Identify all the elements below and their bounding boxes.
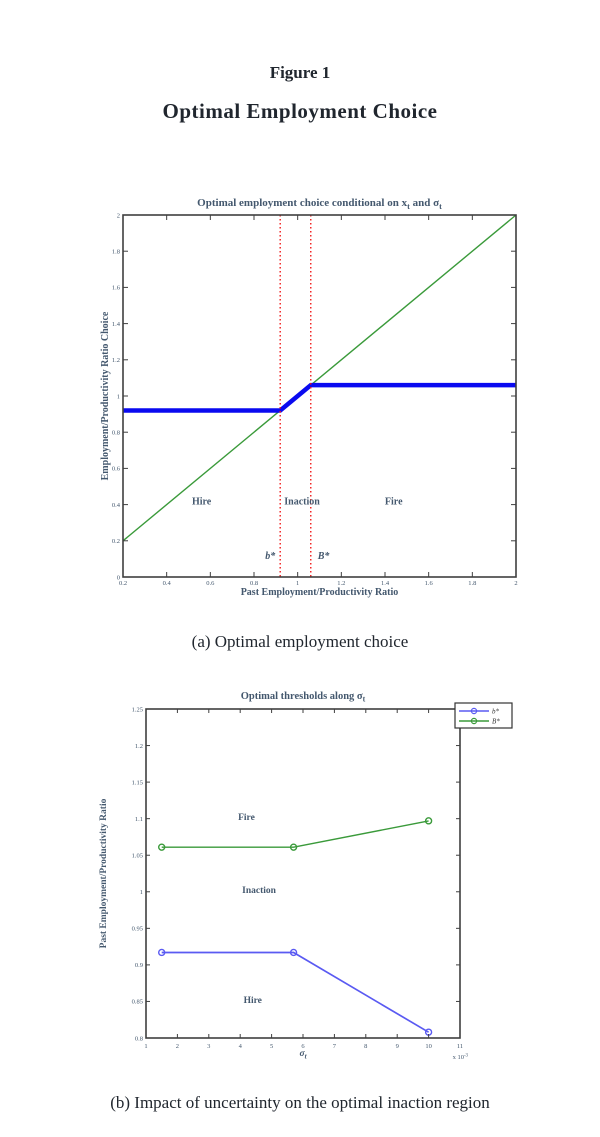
x-tick-label: 10 [425, 1043, 432, 1050]
y-tick-label: 1.2 [135, 743, 143, 750]
series-line-optimal-employment-choice [123, 382, 516, 413]
y-tick-label: 1.4 [112, 321, 121, 328]
x-tick-label: 6 [301, 1043, 305, 1050]
y-tick-label: 2 [117, 212, 120, 219]
plot-box [145, 708, 461, 1039]
y-tick-label: 0 [117, 574, 120, 581]
series-line-45-degree-line [122, 214, 517, 542]
y-tick-label: 0.6 [112, 466, 121, 473]
y-tick-label: 1.1 [135, 816, 143, 823]
x-tick-label: 11 [457, 1043, 463, 1050]
legend-marker [470, 717, 478, 725]
x-tick-label: 1 [144, 1043, 147, 1050]
y-tick-label: 1 [117, 393, 120, 400]
y-tick-label: 1 [140, 889, 143, 896]
y-tick-label: 1.25 [132, 706, 143, 713]
y-axis-label: Employment/Productivity Ratio Choice [100, 311, 111, 480]
x-tick-label: 5 [270, 1043, 273, 1050]
figure-title: Optimal Employment Choice [162, 99, 438, 123]
region-label: Fire [385, 497, 403, 508]
y-tick-label: 0.95 [132, 926, 143, 933]
y-tick-label: 0.85 [132, 999, 143, 1006]
x-tick-label: 1.6 [425, 580, 434, 587]
y-axis-label: Past Employment/Productivity Ratio [99, 798, 109, 948]
x-tick-label: 0.6 [206, 580, 215, 587]
x-tick-label: 2 [514, 580, 517, 587]
legend-marker [470, 707, 478, 715]
x-tick-label: 0.4 [163, 580, 172, 587]
axis-scale-note: x 10-3 [453, 1053, 469, 1061]
x-tick-label: 1.8 [468, 580, 476, 587]
caption-panel-b: (b) Impact of uncertainty on the optimal… [110, 1093, 490, 1112]
x-tick-label: 1.4 [381, 580, 390, 587]
x-tick-label: 8 [364, 1043, 367, 1050]
y-tick-label: 0.8 [135, 1035, 143, 1042]
series-marker [289, 843, 298, 851]
region-label: Inaction [284, 497, 320, 508]
series-line-b- [161, 951, 430, 1033]
series-marker [157, 948, 166, 957]
x-tick-label: 2 [176, 1043, 179, 1050]
chart-title: Optimal employment choice conditional on… [197, 197, 442, 211]
x-tick-label: 0.2 [119, 580, 127, 587]
legend-label: b* [492, 708, 500, 716]
chart-panel-b: Fire Inaction Hire 1 2 3 4 5 6 7 8 9 10 11 0.8 0.85 0.9 0… [99, 691, 513, 1061]
chart-panel-a: b* B* Hire Inaction Fire 0.2 0.4 0.6 0.8 1 1.2 1.4 1… [100, 197, 518, 598]
caption-panel-a: (a) Optimal employment choice [191, 632, 409, 651]
x-tick-label: 3 [207, 1043, 210, 1050]
y-tick-label: 1.15 [132, 779, 143, 786]
x-axis-label: σt [299, 1049, 307, 1060]
x-tick-label: 9 [396, 1043, 399, 1050]
x-tick-label: 4 [239, 1043, 243, 1050]
y-tick-label: 1.05 [132, 853, 143, 860]
y-tick-label: 1.8 [112, 249, 120, 256]
chart-title: Optimal thresholds along σt [241, 691, 366, 704]
legend-label: B* [492, 718, 500, 726]
region-label: Fire [238, 813, 255, 823]
region-label: Hire [192, 497, 212, 508]
x-axis-label: Past Employment/Productivity Ratio [241, 587, 399, 598]
plot-box [122, 214, 517, 578]
series-line-b- [161, 820, 429, 848]
x-tick-label: 1.2 [337, 580, 345, 587]
x-tick-label: 0.8 [250, 580, 258, 587]
series-marker [289, 948, 298, 957]
series-marker [424, 817, 433, 825]
region-label: Hire [244, 996, 262, 1006]
legend-box [454, 702, 513, 729]
threshold-label: B* [317, 551, 331, 562]
threshold-label: b* [265, 551, 276, 562]
y-tick-label: 0.4 [112, 502, 121, 509]
y-tick-label: 1.6 [112, 285, 121, 292]
y-tick-label: 0.9 [135, 962, 143, 969]
region-label: Inaction [242, 886, 277, 896]
figure-number: Figure 1 [269, 63, 331, 82]
y-tick-label: 1.2 [112, 357, 120, 364]
series-marker [157, 843, 166, 851]
x-tick-label: 1 [296, 580, 299, 587]
x-tick-label: 7 [333, 1043, 337, 1050]
y-tick-label: 0.8 [112, 430, 120, 437]
y-tick-label: 0.2 [112, 538, 120, 545]
